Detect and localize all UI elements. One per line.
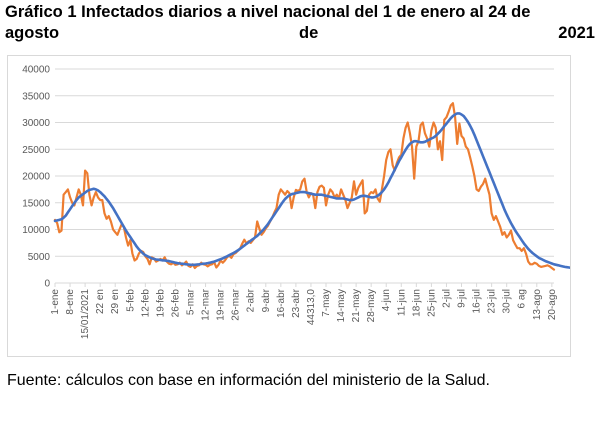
x-tick-label-8: 26-feb bbox=[170, 289, 181, 318]
x-tick-label-14: 9-abr bbox=[261, 288, 272, 312]
x-tick-label-23: 11-jun bbox=[396, 289, 407, 316]
y-tick-label-3: 15000 bbox=[22, 198, 50, 209]
x-tick-label-5: 5-feb bbox=[125, 289, 136, 312]
x-tick-label-21: 28-may bbox=[366, 289, 377, 322]
x-tick-label-13: 2-abr bbox=[246, 288, 257, 312]
x-tick-label-33: 20-ago bbox=[547, 289, 558, 321]
x-tick-label-24: 18-jun bbox=[411, 289, 422, 317]
x-tick-label-25: 25-jun bbox=[426, 289, 437, 317]
x-tick-label-4: 29 en bbox=[110, 289, 121, 314]
x-tick-label-27: 9-jul bbox=[457, 289, 468, 308]
x-tick-label-16: 23-abr bbox=[291, 288, 302, 318]
y-tick-label-0: 0 bbox=[44, 279, 50, 290]
series-line-daily bbox=[53, 102, 556, 271]
y-tick-label-8: 40000 bbox=[22, 65, 50, 76]
x-tick-label-30: 30-jul bbox=[502, 289, 513, 313]
x-tick-label-1: 8-ene bbox=[65, 289, 76, 315]
y-tick-label-1: 5000 bbox=[28, 252, 51, 263]
x-tick-label-32: 13-ago bbox=[532, 289, 543, 321]
x-tick-label-22: 4-jun bbox=[381, 289, 392, 311]
x-tick-label-0: 1-ene bbox=[50, 289, 61, 315]
x-tick-label-28: 16-jul bbox=[472, 289, 483, 313]
x-tick-label-6: 12-feb bbox=[140, 289, 151, 318]
x-tick-label-11: 19-mar bbox=[216, 288, 227, 320]
y-tick-label-5: 25000 bbox=[22, 145, 50, 156]
x-tick-label-18: 7-may bbox=[321, 289, 332, 317]
x-tick-label-12: 26-mar bbox=[231, 288, 242, 320]
x-tick-label-3: 22 en bbox=[95, 289, 106, 314]
line-chart: 0 5000 10000 15000 20000 25000 30000 35000 40000… bbox=[22, 65, 570, 339]
x-tick-label-31: 6 ag bbox=[517, 289, 528, 308]
x-tick-label-2: 15/01/2021 bbox=[80, 289, 91, 339]
x-tick-label-7: 19-feb bbox=[155, 289, 166, 318]
x-tick-label-26: 2-jul bbox=[441, 289, 452, 308]
y-tick-label-7: 35000 bbox=[22, 91, 50, 102]
series-line-average bbox=[53, 112, 570, 269]
source-note: Fuente: cálculos con base en información… bbox=[7, 372, 490, 389]
x-tick-label-20: 21-may bbox=[351, 289, 362, 322]
title-line-2-right: 2021 bbox=[558, 24, 595, 42]
chart-area: 0 5000 10000 15000 20000 25000 30000 35000 40000… bbox=[7, 55, 571, 357]
x-tick-label-29: 23-jul bbox=[487, 289, 498, 313]
x-tick-label-10: 12-mar bbox=[201, 288, 212, 320]
x-tick-label-19: 14-may bbox=[336, 289, 347, 322]
x-tick-label-9: 5-mar bbox=[186, 288, 197, 315]
title-line-2-left: agosto bbox=[5, 24, 60, 42]
chart-title: Gráfico 1 Infectados diarios a nivel nac… bbox=[5, 2, 595, 44]
title-line-1: Gráfico 1 Infectados diarios a nivel nac… bbox=[5, 3, 531, 21]
title-line-2: agosto de 2021 bbox=[5, 23, 595, 44]
x-tick-label-15: 16-abr bbox=[276, 288, 287, 318]
y-tick-label-4: 20000 bbox=[22, 172, 50, 183]
y-tick-label-6: 30000 bbox=[22, 118, 50, 129]
y-tick-label-2: 10000 bbox=[22, 225, 50, 236]
x-tick-label-17: 44313,0 bbox=[306, 289, 317, 326]
title-line-2-mid: de bbox=[299, 24, 319, 42]
